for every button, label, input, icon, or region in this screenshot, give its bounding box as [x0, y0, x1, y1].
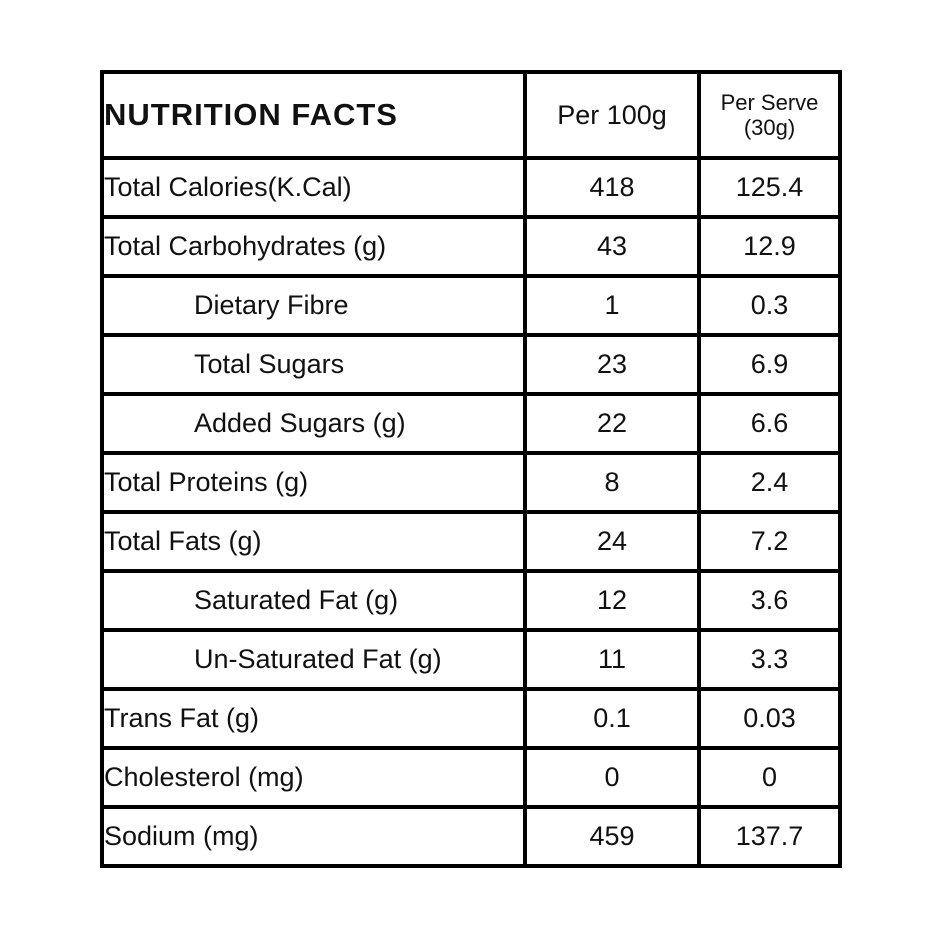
per-100g-value: 24 — [523, 510, 701, 573]
per-100g-value: 0 — [523, 746, 701, 809]
table-row: Cholesterol (mg) 0 0 — [100, 746, 842, 809]
nutrient-label: Total Carbohydrates (g) — [100, 215, 527, 278]
per-100g-value: 459 — [523, 805, 701, 868]
nutrient-label: Dietary Fibre — [100, 274, 527, 337]
per-serve-value: 137.7 — [697, 805, 842, 868]
per-100g-value: 43 — [523, 215, 701, 278]
column-header-per-serve: Per Serve (30g) — [697, 70, 842, 160]
nutrient-label: Un-Saturated Fat (g) — [100, 628, 527, 691]
per-100g-value: 418 — [523, 156, 701, 219]
per-100g-value: 1 — [523, 274, 701, 337]
table-row: Total Proteins (g) 8 2.4 — [100, 451, 842, 514]
table-row: Dietary Fibre 1 0.3 — [100, 274, 842, 337]
per-100g-value: 0.1 — [523, 687, 701, 750]
table-row: Sodium (mg) 459 137.7 — [100, 805, 842, 868]
nutrition-facts-table: NUTRITION FACTS Per 100g Per Serve (30g)… — [100, 70, 842, 868]
nutrient-label: Added Sugars (g) — [100, 392, 527, 455]
table-row: Total Sugars 23 6.9 — [100, 333, 842, 396]
per-100g-value: 23 — [523, 333, 701, 396]
per-serve-value: 7.2 — [697, 510, 842, 573]
per-serve-value: 6.9 — [697, 333, 842, 396]
per-serve-value: 125.4 — [697, 156, 842, 219]
per-100g-value: 12 — [523, 569, 701, 632]
nutrient-label: Total Proteins (g) — [100, 451, 527, 514]
nutrient-label: Total Fats (g) — [100, 510, 527, 573]
per-serve-value: 2.4 — [697, 451, 842, 514]
per-100g-value: 8 — [523, 451, 701, 514]
table-row: Total Fats (g) 24 7.2 — [100, 510, 842, 573]
table-header: NUTRITION FACTS Per 100g Per Serve (30g) — [100, 70, 842, 160]
table-row: Added Sugars (g) 22 6.6 — [100, 392, 842, 455]
table-row: Saturated Fat (g) 12 3.6 — [100, 569, 842, 632]
nutrient-label: Cholesterol (mg) — [100, 746, 527, 809]
nutrient-label: Total Sugars — [100, 333, 527, 396]
nutrient-label: Sodium (mg) — [100, 805, 527, 868]
table-row: Un-Saturated Fat (g) 11 3.3 — [100, 628, 842, 691]
nutrient-label: Saturated Fat (g) — [100, 569, 527, 632]
table-row: Total Carbohydrates (g) 43 12.9 — [100, 215, 842, 278]
nutrient-label: Total Calories(K.Cal) — [100, 156, 527, 219]
nutrition-table-body: Total Calories(K.Cal) 418 125.4 Total Ca… — [100, 156, 842, 868]
per-serve-line2: (30g) — [743, 115, 796, 140]
per-100g-value: 22 — [523, 392, 701, 455]
per-serve-value: 6.6 — [697, 392, 842, 455]
per-100g-value: 11 — [523, 628, 701, 691]
per-serve-value: 3.6 — [697, 569, 842, 632]
table-row: Total Calories(K.Cal) 418 125.4 — [100, 156, 842, 219]
per-serve-value: 0.3 — [697, 274, 842, 337]
per-serve-value: 0.03 — [697, 687, 842, 750]
header-row: NUTRITION FACTS Per 100g Per Serve (30g) — [100, 70, 842, 160]
per-serve-value: 0 — [697, 746, 842, 809]
table-title: NUTRITION FACTS — [100, 70, 527, 160]
table-row: Trans Fat (g) 0.1 0.03 — [100, 687, 842, 750]
per-serve-line1: Per Serve — [720, 89, 819, 115]
column-header-per-100g: Per 100g — [523, 70, 701, 160]
per-serve-value: 3.3 — [697, 628, 842, 691]
per-serve-value: 12.9 — [697, 215, 842, 278]
nutrient-label: Trans Fat (g) — [100, 687, 527, 750]
